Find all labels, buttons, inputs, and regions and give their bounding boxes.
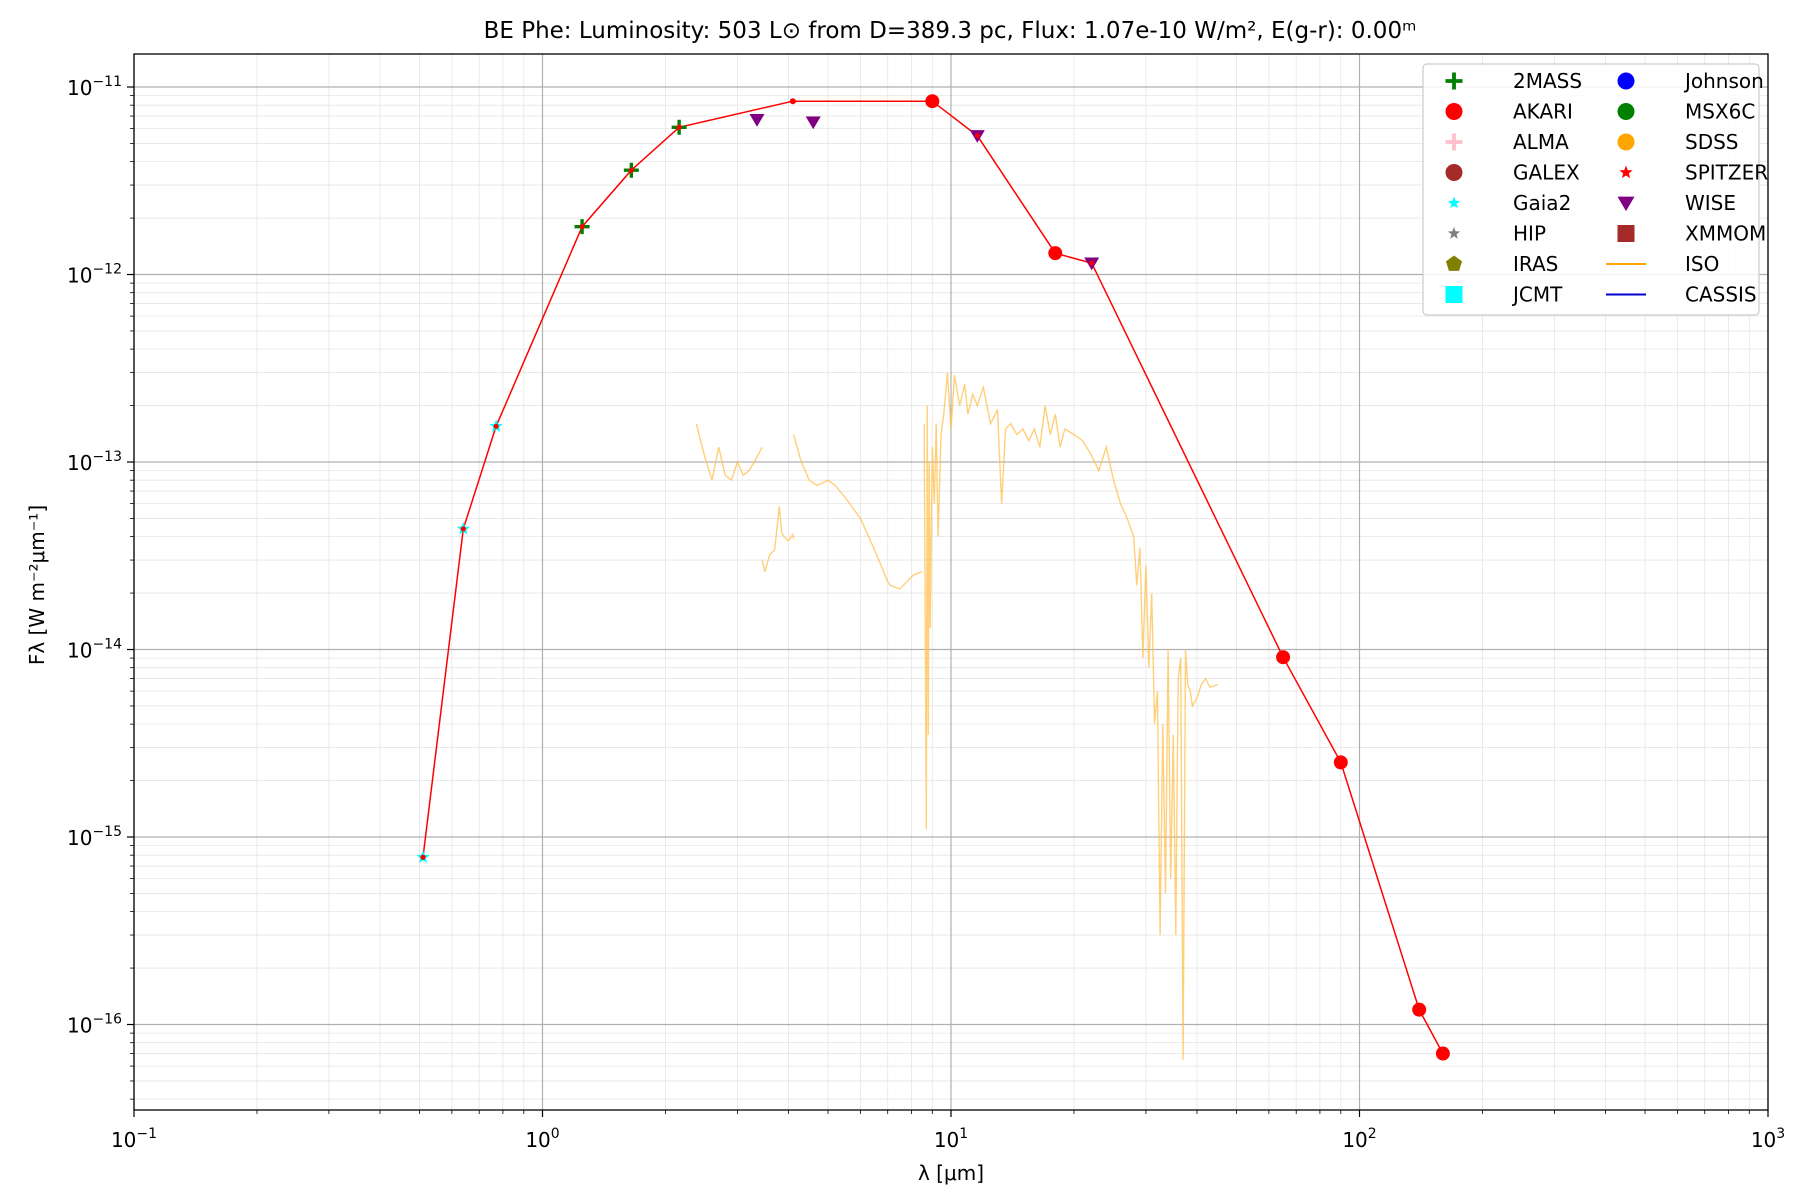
legend-item: Johnson — [1617, 69, 1764, 93]
akari-point — [1412, 1002, 1427, 1017]
legend-label: JCMT — [1511, 283, 1563, 307]
legend-marker — [1617, 225, 1635, 242]
legend-marker — [1447, 196, 1461, 209]
legend-marker — [1445, 103, 1463, 120]
legend-item: AKARI — [1445, 100, 1573, 124]
x-tick-label: 101 — [934, 1126, 968, 1152]
legend-marker — [1619, 165, 1633, 179]
legend-label: XMMOM — [1685, 222, 1766, 246]
legend-label: 2MASS — [1513, 69, 1582, 93]
legend-label: SPITZER — [1685, 161, 1768, 185]
x-tick-label: 100 — [525, 1126, 559, 1152]
chart-title: BE Phe: Luminosity: 503 L⊙ from D=389.3 … — [484, 18, 1417, 44]
sed-node-point — [579, 224, 585, 230]
sed-node-point — [460, 526, 466, 532]
legend-label: WISE — [1685, 191, 1736, 215]
legend-marker — [1445, 255, 1463, 271]
legend-marker — [1445, 286, 1463, 303]
legend-item: XMMOM — [1617, 222, 1766, 246]
legend-item: GALEX — [1445, 161, 1580, 185]
legend-marker — [1447, 227, 1461, 239]
legend-marker — [1445, 72, 1463, 90]
legend-marker — [1617, 103, 1635, 120]
y-tick-label: 10−14 — [67, 637, 122, 663]
legend-label: HIP — [1513, 222, 1546, 246]
legend-item: CASSIS — [1606, 283, 1757, 307]
x-tick-label: 10−1 — [111, 1126, 157, 1152]
akari-point — [1435, 1046, 1450, 1061]
x-tick-label: 102 — [1342, 1126, 1376, 1152]
legend-label: Gaia2 — [1513, 191, 1571, 215]
legend-marker — [1445, 164, 1463, 181]
legend-item: SPITZER — [1619, 161, 1768, 185]
wise-point — [805, 116, 821, 130]
legend-item: JCMT — [1445, 283, 1563, 307]
legend-marker — [1617, 133, 1635, 151]
legend-marker — [1617, 196, 1635, 212]
sed-node-point — [789, 98, 796, 105]
iso-spectrum-segment — [793, 434, 923, 590]
legend: 2MASS AKARI ALMA GALEX Gaia2 HIP IRAS JCMT Johns… — [1422, 63, 1768, 316]
x-tick-label: 103 — [1751, 1126, 1785, 1152]
sed-node-point — [676, 124, 682, 130]
legend-marker — [1617, 72, 1635, 90]
legend-label: IRAS — [1513, 252, 1558, 276]
legend-item: SDSS — [1617, 130, 1739, 154]
legend-item: IRAS — [1445, 252, 1558, 276]
wise-point — [749, 114, 765, 127]
legend-item: HIP — [1447, 222, 1546, 246]
y-tick-label: 10−12 — [67, 262, 122, 288]
akari-point — [1276, 650, 1291, 665]
sed-node-point — [974, 133, 980, 139]
akari-point — [1048, 246, 1063, 261]
sed-node-point — [420, 854, 426, 860]
y-tick-label: 10−15 — [67, 824, 122, 850]
sed-node-point — [1089, 260, 1095, 266]
x-axis-label: λ [μm] — [918, 1161, 984, 1185]
legend-item: ALMA — [1445, 130, 1569, 154]
axis-tick-labels: 10−1 100 101 102 103 10−16 10−15 10−14 10−13 10−1… — [67, 74, 1785, 1152]
legend-label: ISO — [1685, 252, 1719, 276]
legend-item: MSX6C — [1617, 100, 1755, 124]
sed-node-point — [493, 423, 499, 429]
iso-spectrum — [695, 372, 1219, 1060]
legend-item: WISE — [1617, 191, 1736, 215]
legend-item: 2MASS — [1445, 69, 1582, 93]
legend-item: Gaia2 — [1447, 191, 1571, 215]
legend-label: MSX6C — [1685, 100, 1755, 124]
y-tick-label: 10−13 — [67, 449, 122, 475]
legend-label: AKARI — [1513, 100, 1573, 124]
legend-label: GALEX — [1513, 161, 1580, 185]
legend-box — [1422, 63, 1760, 316]
legend-label: CASSIS — [1685, 283, 1757, 307]
legend-marker — [1445, 133, 1463, 151]
y-axis-label: Fλ [W m⁻²μm⁻¹] — [25, 505, 49, 665]
axis-ticks — [127, 86, 1769, 1117]
legend-label: ALMA — [1513, 130, 1569, 154]
iso-spectrum-segment — [761, 506, 795, 572]
sed-node-point — [628, 167, 634, 173]
y-tick-label: 10−16 — [67, 1012, 122, 1038]
legend-label: Johnson — [1683, 69, 1764, 93]
legend-item: ISO — [1606, 252, 1719, 276]
photometry-points — [416, 94, 1450, 1061]
iso-spectrum-segment — [695, 423, 763, 482]
legend-label: SDSS — [1685, 130, 1739, 154]
akari-point — [1333, 755, 1348, 770]
akari-point — [925, 94, 940, 109]
iso-spectrum-segment — [923, 372, 1219, 1060]
y-tick-label: 10−11 — [67, 74, 122, 100]
